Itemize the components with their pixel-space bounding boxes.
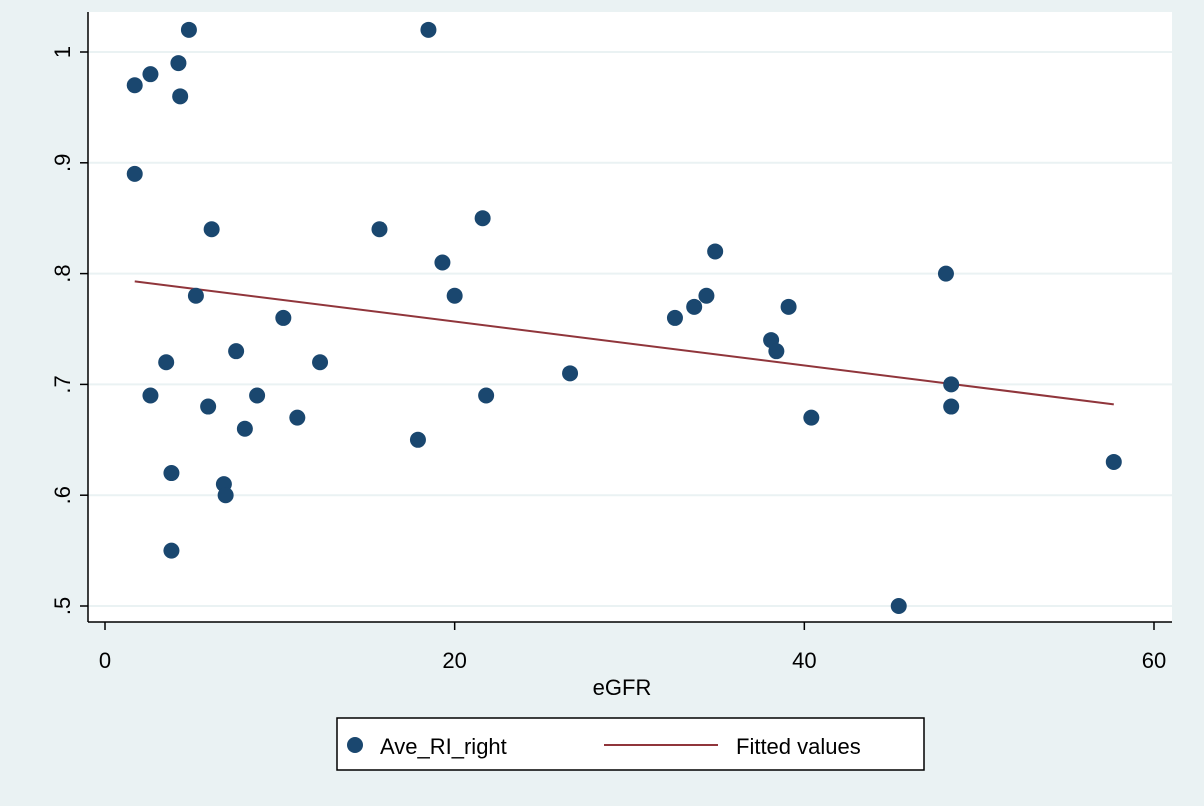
x-tick-label-1: 20 (442, 648, 466, 673)
data-point-16 (236, 420, 253, 437)
data-point-19 (289, 409, 306, 426)
legend-box (336, 717, 925, 771)
data-point-18 (275, 309, 292, 326)
data-point-39 (943, 376, 960, 393)
y-tick-label-3: .8 (50, 264, 75, 282)
legend-label-fitted-values: Fitted values (736, 734, 861, 759)
data-point-27 (478, 387, 495, 404)
data-point-34 (768, 343, 785, 360)
data-point-3 (142, 387, 159, 404)
data-point-37 (890, 598, 907, 614)
data-point-0 (126, 77, 143, 94)
data-point-22 (409, 431, 426, 448)
grid-lines (88, 51, 1172, 607)
plot-area (88, 12, 1172, 622)
y-tick-label-0: .5 (50, 597, 75, 615)
data-point-36 (803, 409, 820, 426)
data-point-9 (180, 21, 197, 38)
data-point-41 (1105, 453, 1122, 470)
data-point-8 (172, 88, 189, 105)
tick-labels: .5 .6 .7 .8 .9 1 0 20 40 60 (50, 46, 1166, 673)
y-tick-label-1: .6 (50, 486, 75, 504)
data-point-32 (707, 243, 724, 260)
data-point-10 (187, 287, 204, 304)
data-point-31 (698, 287, 715, 304)
legend: Ave_RI_right Fitted values (336, 717, 925, 771)
data-point-15 (228, 343, 245, 360)
legend-label-ave-ri-right: Ave_RI_right (380, 734, 507, 759)
x-axis-label: eGFR (593, 675, 652, 700)
x-tick-label-3: 60 (1142, 648, 1166, 673)
scatter-points (126, 21, 1122, 614)
x-tick-label-0: 0 (99, 648, 111, 673)
data-point-23 (420, 21, 437, 38)
data-point-28 (562, 365, 579, 382)
data-point-1 (126, 165, 143, 182)
x-tick-label-2: 40 (792, 648, 816, 673)
legend-marker-ave-ri-right (347, 737, 363, 753)
data-point-12 (203, 221, 220, 238)
data-point-7 (170, 55, 187, 72)
data-point-14 (217, 487, 234, 504)
data-point-40 (943, 398, 960, 415)
data-point-4 (158, 354, 175, 371)
data-point-2 (142, 66, 159, 83)
data-point-20 (312, 354, 329, 371)
axes (80, 12, 1172, 630)
data-point-24 (434, 254, 451, 271)
data-point-26 (474, 210, 491, 227)
data-point-35 (780, 298, 797, 315)
data-point-25 (446, 287, 463, 304)
data-point-30 (686, 298, 703, 315)
data-point-5 (163, 465, 180, 482)
data-point-11 (200, 398, 217, 415)
data-point-17 (249, 387, 266, 404)
data-point-29 (666, 309, 683, 326)
data-point-6 (163, 542, 180, 559)
data-point-21 (371, 221, 388, 238)
y-tick-label-5: 1 (50, 46, 75, 58)
y-tick-label-2: .7 (50, 375, 75, 393)
y-tick-label-4: .9 (50, 154, 75, 172)
data-point-38 (937, 265, 954, 282)
